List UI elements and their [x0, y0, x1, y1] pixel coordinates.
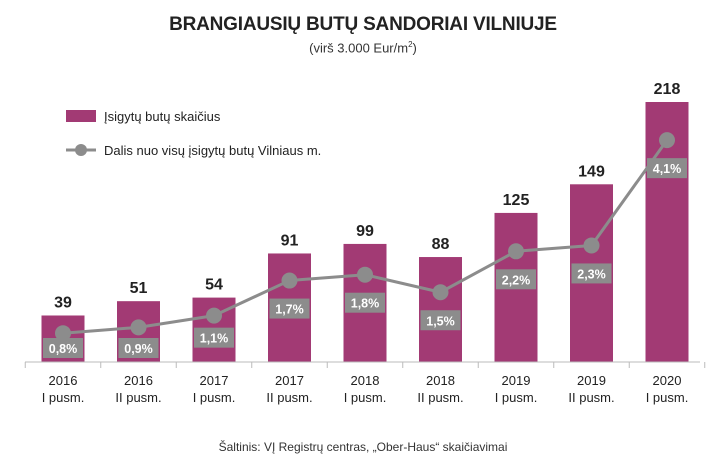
share-value-label: 1,1% [200, 332, 229, 346]
x-tick-label-period: I pusm. [646, 390, 689, 405]
x-tick-label-year: 2016 [124, 373, 153, 388]
x-tick-label-year: 2016 [49, 373, 78, 388]
x-tick-label-year: 2019 [502, 373, 531, 388]
share-label-box [43, 338, 83, 358]
x-tick-label-year: 2017 [275, 373, 304, 388]
x-tick-label-period: II pusm. [417, 390, 463, 405]
chart-subtitle: (virš 3.000 Eur/m2) [309, 40, 417, 56]
legend: Įsigytų butų skaičius Dalis nuo visų įsig… [66, 109, 321, 158]
share-point [130, 319, 147, 336]
share-point [432, 284, 449, 301]
x-tick-label-period: II pusm. [115, 390, 161, 405]
x-tick-label-period: I pusm. [42, 390, 85, 405]
bar-value-label: 125 [503, 192, 530, 209]
x-tick-label-period: I pusm. [193, 390, 236, 405]
x-tick-label-year: 2017 [200, 373, 229, 388]
bar-value-label: 91 [281, 232, 299, 249]
share-label-box [118, 338, 159, 358]
x-tick-label-year: 2019 [577, 373, 606, 388]
bar [419, 257, 462, 362]
source-note: Šaltinis: VĮ Registrų centras, „Ober-Hau… [218, 440, 508, 454]
share-point [508, 243, 524, 260]
share-point [357, 266, 373, 283]
bar-value-label: 51 [130, 280, 148, 297]
share-label-box [345, 292, 385, 313]
chart-title: BRANGIAUSIŲ BUTŲ SANDORIAI VILNIUJE [169, 14, 557, 35]
x-tick-label-period: II pusm. [266, 390, 312, 405]
share-label-box [420, 310, 461, 331]
x-axis: 2016 I pusm. 2016 II pusm. 2017 I pusm. 2017 II… [24, 361, 706, 405]
bar-value-label: 218 [654, 81, 681, 98]
bar-value-label: 88 [432, 236, 450, 253]
share-point [281, 272, 298, 289]
legend-label-bars: Įsigytų butų skaičius [104, 109, 221, 124]
bar-value-label: 54 [205, 277, 223, 294]
share-point [659, 132, 675, 149]
share-value-label: 4,1% [653, 162, 682, 176]
bar-value-label: 39 [54, 294, 72, 311]
legend-marker-share [75, 144, 87, 156]
legend-swatch-bars [66, 110, 96, 122]
share-point [583, 237, 600, 254]
share-value-label: 2,2% [502, 273, 531, 287]
share-point [55, 325, 71, 342]
share-line: 0,8% 0,9% 1,1% 1,7% 1,8% 1,5% 2,2% 2,3% 4,1% [43, 132, 687, 358]
share-point [206, 307, 222, 324]
x-tick-label-period: II pusm. [568, 390, 614, 405]
x-tick-label-period: I pusm. [495, 390, 538, 405]
share-value-label: 2,3% [577, 267, 606, 281]
share-value-label: 0,8% [49, 342, 78, 356]
x-tick-label-year: 2018 [351, 373, 380, 388]
share-value-label: 0,9% [124, 342, 153, 356]
legend-label-share: Dalis nuo visų įsigytų butų Vilniaus m. [104, 143, 321, 158]
share-label-box [647, 158, 687, 179]
x-tick-label-year: 2020 [653, 373, 682, 388]
share-value-label: 1,7% [275, 303, 304, 317]
x-tick-label-period: I pusm. [344, 390, 387, 405]
share-label-box [269, 298, 310, 319]
x-tick-label-year: 2018 [426, 373, 455, 388]
bar-value-label: 149 [578, 163, 605, 180]
share-label-box [496, 269, 536, 290]
share-value-label: 1,5% [426, 314, 455, 328]
share-value-label: 1,8% [351, 297, 380, 311]
bar-value-label: 99 [356, 223, 374, 240]
share-label-box [194, 327, 234, 348]
share-label-box [571, 263, 612, 284]
